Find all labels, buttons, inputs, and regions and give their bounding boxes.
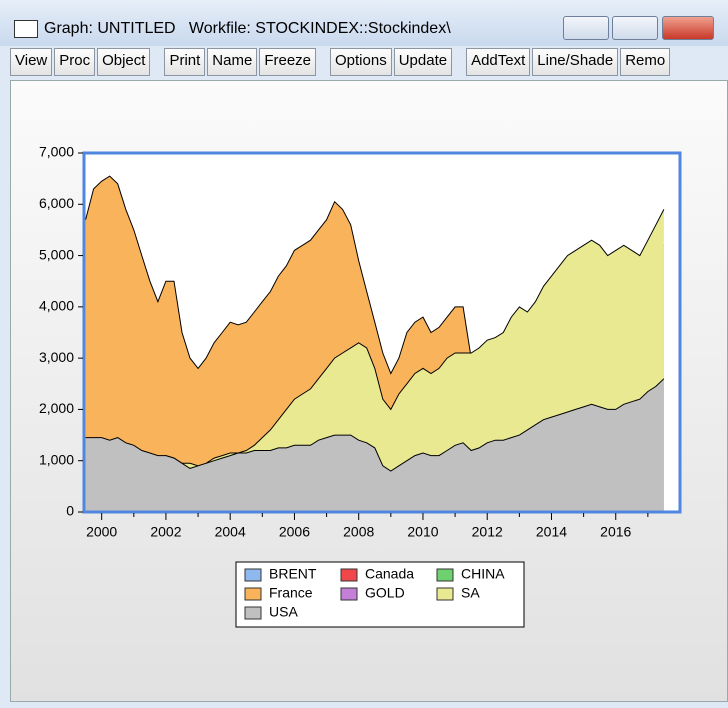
- button-group: View Proc Object: [10, 48, 152, 78]
- legend-swatch: [244, 606, 262, 620]
- maximize-button[interactable]: [612, 16, 658, 40]
- legend-label: BRENT: [269, 566, 317, 582]
- legend-label: France: [269, 585, 313, 601]
- legend-box: [235, 561, 525, 628]
- button-group: AddText Line/Shade Remo: [466, 48, 672, 78]
- y-tick-label: 4,000: [39, 298, 74, 314]
- plot-frame: [82, 151, 682, 514]
- x-tick-label: 2006: [279, 524, 310, 540]
- toolbar-button[interactable]: Object: [97, 48, 151, 76]
- minimize-button[interactable]: [563, 16, 609, 40]
- y-tick-label: 6,000: [39, 195, 74, 211]
- title-bar: Graph: UNTITLED Workfile: STOCKINDEX::St…: [0, 0, 728, 46]
- legend-swatch: [340, 587, 358, 601]
- x-tick-label: 2014: [536, 524, 567, 540]
- area: [85, 378, 664, 512]
- toolbar-button[interactable]: Name: [207, 48, 258, 76]
- toolbar-button[interactable]: Freeze: [259, 48, 316, 76]
- toolbar-button[interactable]: Remo: [620, 48, 671, 76]
- toolbar: View Proc Object Print Name Freeze Options Upda…: [10, 48, 728, 78]
- toolbar-button[interactable]: Options: [330, 48, 392, 76]
- toolbar-button[interactable]: AddText: [466, 48, 531, 76]
- graph-icon: [14, 20, 38, 38]
- y-tick-label: 2,000: [39, 400, 74, 416]
- legend-label: GOLD: [365, 585, 405, 601]
- x-tick-label: 2000: [86, 524, 117, 540]
- x-tick-label: 2004: [215, 524, 246, 540]
- toolbar-button[interactable]: Proc: [54, 48, 96, 76]
- toolbar-button[interactable]: Line/Shade: [532, 48, 619, 76]
- legend-swatch: [244, 587, 262, 601]
- y-tick-label: 7,000: [39, 144, 74, 160]
- toolbar-button[interactable]: Print: [164, 48, 206, 76]
- legend-label: SA: [461, 585, 480, 601]
- button-group: Print Name Freeze: [164, 48, 318, 78]
- window-title: Graph: UNTITLED Workfile: STOCKINDEX::St…: [44, 20, 451, 37]
- y-tick-label: 0: [66, 503, 74, 519]
- area-edge: [85, 378, 665, 472]
- legend-swatch: [244, 568, 262, 582]
- legend-swatch: [436, 587, 454, 601]
- x-tick-label: 2002: [150, 524, 181, 540]
- toolbar-button[interactable]: Update: [393, 48, 453, 76]
- legend-swatch: [340, 568, 358, 582]
- y-tick-label: 1,000: [39, 451, 74, 467]
- toolbar-button[interactable]: View: [10, 48, 53, 76]
- x-tick-label: 2008: [343, 524, 374, 540]
- x-tick-label: 2010: [407, 524, 438, 540]
- legend-label: USA: [269, 604, 298, 620]
- legend-label: Canada: [365, 566, 414, 582]
- x-tick-label: 2012: [472, 524, 503, 540]
- legend-swatch: [436, 568, 454, 582]
- y-tick-label: 5,000: [39, 246, 74, 262]
- close-button[interactable]: [662, 16, 714, 40]
- legend-label: CHINA: [461, 566, 505, 582]
- y-tick-label: 3,000: [39, 349, 74, 365]
- x-tick-label: 2016: [600, 524, 631, 540]
- button-group: Options Update: [330, 48, 454, 78]
